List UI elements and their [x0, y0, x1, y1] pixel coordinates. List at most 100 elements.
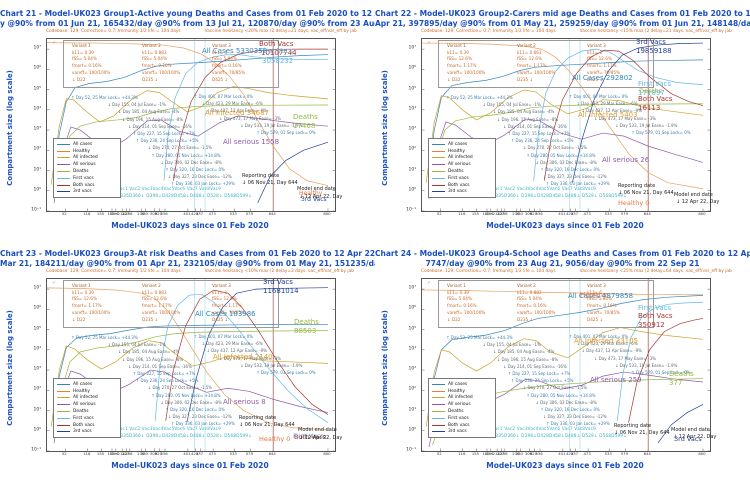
event-annotation: ↑ Day 579, 01 Sep Lock= 0% [631, 130, 691, 135]
legend-swatch [432, 143, 445, 145]
variant-header: Variant 1 [447, 43, 466, 48]
x-tick-label: 473 [583, 451, 591, 456]
y-tick-label: 10² [408, 146, 416, 152]
x-tick-label: 579 [245, 451, 253, 456]
event-annotation: ↓ Day 155, 04 Jul Ease= -1% [107, 102, 166, 108]
legend-label: All cases [73, 141, 93, 147]
event-annotation: ↑ Day 236, 24 Sep Lock= +5% [135, 138, 199, 144]
chart-title: Chart 23 - Model-UK023 Group3-At risk De… [0, 249, 375, 258]
series-curves [46, 39, 335, 212]
variant-value: k11= 0.39 [447, 289, 469, 295]
x-tick-label: 214 [492, 451, 500, 456]
x-tick-label: 236 [125, 451, 133, 456]
end-label: ↓ 12 Apr 22, Day [676, 199, 720, 205]
variant-value: fSS= 5.04% [517, 296, 542, 302]
x-tick-label: 236 [125, 211, 133, 216]
event-annotation: ↑ Day 52, 25 Mar Lock= +44.3% [71, 335, 138, 340]
y-tick-label: 10⁵ [33, 326, 41, 332]
end-label: 3rd Vacs [263, 278, 293, 286]
series-first-vacs [533, 48, 704, 181]
x-axis-label: Model-UK023 days since 01 Feb 2020 [111, 221, 269, 230]
x-tick-label: 437 [570, 211, 579, 216]
event-annotation: ↑ Day 320, 16 Dec Lock= 0% [165, 167, 225, 172]
x-tick-label: 214 [117, 451, 125, 456]
y-tick-label: 10⁵ [408, 326, 416, 332]
variant-value: fSS= 5.04% [142, 56, 167, 62]
x-tick-label: 280 [515, 451, 523, 456]
legend-item: All infected [57, 395, 117, 402]
legend-swatch [432, 417, 445, 419]
y-tick-label: 10² [33, 386, 41, 392]
event-annotation: ↓ Day 185, 04 Aug Ease= -4% [117, 109, 180, 115]
legend-label: All serious [448, 162, 471, 168]
legend-item: All infected [57, 155, 117, 162]
variant-value: vareff= 100/100% [447, 69, 486, 75]
legend-item: Deaths [57, 168, 117, 175]
y-tick-label: 10⁷ [408, 45, 416, 51]
end-label: First Vacs [638, 80, 671, 88]
variant-table: Variant 1 Variant 2 Variant 3 k11= 0.39 k11=… [63, 280, 279, 328]
event-annotation: ↓ Day 423, 29 Mar Ease= -6% [576, 101, 638, 107]
x-tick-label: 800 [698, 211, 706, 216]
y-tick-label: 10⁵ [408, 86, 416, 92]
event-annotation: ↓ Day 196, 15 Aug Ease= -8% [496, 116, 559, 122]
note-codebase: Codebase: 129; Correction= 0.7; Immunity… [46, 29, 181, 34]
y-tick-label: 10⁶ [408, 65, 416, 71]
legend-label: All serious [448, 402, 471, 408]
legend-item: Both vacs [57, 422, 117, 429]
series-healthy [421, 42, 704, 190]
end-label: ↓ 12 Apr 22, Day [673, 434, 717, 440]
legend-item: 3rd vacs [432, 429, 492, 436]
series-all-serious [428, 118, 704, 199]
event-annotation: ↓ Day 155, 04 Jul Ease= -1% [107, 342, 166, 348]
x-tick-label: 423 [190, 451, 199, 456]
x-tick-label: 214 [117, 211, 125, 216]
legend-label: Healthy [73, 388, 91, 394]
x-tick-label: 336 [160, 211, 168, 216]
x-tick-label: 437 [195, 211, 204, 216]
y-axis-ticks: 10⁷ 10⁶ 10⁵ 10⁴ 10³ 10² 10¹ 10⁰ 10⁻¹ [18, 278, 44, 453]
variant-value: fmort= 0.16% [212, 63, 242, 69]
series-first-vacs [616, 301, 703, 421]
end-label: Reporting date [614, 423, 652, 429]
y-tick-label: 10⁴ [408, 106, 416, 112]
legend: All cases Healthy All infected All serious D… [428, 378, 496, 439]
x-tick-label: 401 [183, 451, 191, 456]
x-tick-label: 227 [122, 451, 130, 456]
event-annotation: ↑ Day 401, 07 Mar Lock= 0% [568, 334, 629, 339]
y-tick-label: 10⁶ [33, 65, 41, 71]
end-label: Reporting date [618, 183, 656, 189]
legend-item: 3rd vacs [57, 429, 117, 436]
x-tick-label: 306 [149, 451, 158, 456]
variant-value: fSS= 5.04% [587, 296, 612, 302]
variant-value: vareff= 70/85% [587, 69, 621, 75]
event-annotation: ↑ Day 227, 15 Sep Lock= +7% [507, 131, 571, 136]
x-tick-label: 155 [96, 211, 105, 216]
legend-item: 3rd vacs [57, 189, 117, 196]
variant-value: k11= 1 [212, 289, 228, 295]
series-deaths [431, 103, 703, 191]
legend-item: All serious [57, 161, 117, 168]
x-tick-label: 320 [529, 451, 537, 456]
series-all-infected [50, 340, 328, 427]
vaccine-labels: Vac1 Vac2 Vac3Vac4Vac5Vac6 Vac7 Vac8Vac9 [492, 186, 596, 191]
series-all-serious [53, 369, 329, 443]
vaccine-day-labels: D335D366↓ D398↓D428D458↓D488↓ D528↓ D568… [117, 433, 252, 438]
x-tick-label: 401 [558, 451, 566, 456]
note-hesitancy: Vaccine hesitancy <25% max (2 delay=64 d… [579, 269, 732, 274]
legend-swatch [432, 191, 445, 193]
end-label: Deaths [639, 87, 663, 95]
end-label: All Cases 183986 [195, 310, 256, 318]
variant-value: ↓ D22 [72, 316, 86, 322]
series-third-vacs [571, 42, 703, 183]
vaccine-labels: Vac1 Vac2 Vac3Vac4Vac5Vac6 Vac7 Vac8Vac9 [117, 426, 221, 431]
x-tick-label: 336 [535, 451, 543, 456]
variant-header: Variant 1 [72, 283, 91, 288]
end-label: Healthy 0 [259, 435, 291, 443]
legend-item: Deaths [432, 408, 492, 415]
event-annotation: ↑ Day 401, 07 Mar Lock= 0% [568, 94, 629, 99]
x-tick-label: 306 [524, 451, 533, 456]
event-annotation: ↑ Day 236, 24 Sep Lock= +5% [510, 378, 574, 384]
event-annotation: ↑ Day 280, 05 Nov Lock= +14.8% [151, 392, 221, 398]
x-tick-label: 401 [558, 211, 566, 216]
